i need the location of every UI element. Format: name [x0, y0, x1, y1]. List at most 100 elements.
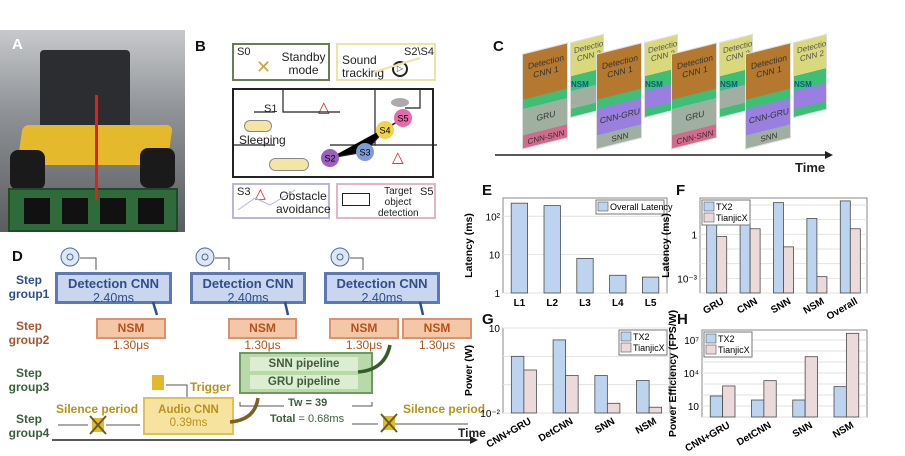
detection-cnn-box: Detection CNN 2.40ms: [324, 272, 440, 305]
y-axis-label: Power (W): [463, 345, 475, 396]
speaker-icon: [152, 375, 164, 390]
state-label: S5: [420, 186, 434, 198]
y-tick-label: 10: [489, 324, 501, 335]
block-name: Audio CNN: [158, 404, 219, 416]
state-label: S0: [237, 46, 251, 58]
total-label: Total: [270, 413, 296, 425]
detection-to-nsm-arrows: [151, 301, 425, 316]
nsm-box: NSM 1.30μs: [96, 318, 166, 352]
x-tick-label: CNN+GRU: [684, 420, 733, 454]
block-name: NSM: [117, 321, 145, 335]
block-time: 1.30μs: [345, 338, 383, 352]
bar-tx2: [510, 355, 525, 414]
sound-icon: ▷: [392, 61, 408, 77]
block-name: NSM: [350, 321, 378, 335]
y-tick-label: 10⁷: [684, 336, 699, 347]
nsm-label: NSM: [794, 80, 812, 89]
x-tick-label: L5: [645, 298, 657, 309]
y-tick-label: 1: [494, 289, 500, 300]
tw-label: Tw = 39: [288, 397, 328, 409]
state-text: Sound tracking: [342, 53, 385, 80]
muted-speaker-icon: ✕: [256, 57, 272, 77]
time-label-d: Time: [458, 426, 486, 440]
obstacle-icon: △: [318, 99, 330, 116]
state-node: [321, 149, 339, 167]
total-latency: Total = 0.68ms: [270, 413, 344, 425]
y-tick-label: 10⁻²: [480, 409, 500, 420]
panel-label-c: C: [493, 38, 504, 55]
bar-tianjicx: [816, 276, 828, 294]
bar-tianjicx: [849, 228, 861, 294]
muted-speaker-icons: [89, 413, 398, 435]
block-time: 2.40ms: [361, 291, 403, 305]
legend-swatch: [620, 331, 632, 342]
x-tick-label: L3: [579, 298, 591, 309]
target-detection-box: Target object detection S5: [336, 183, 436, 219]
obstacle-icon: △: [392, 149, 404, 166]
bar-tx2: [806, 218, 818, 294]
legend-label: TX2: [718, 334, 735, 344]
y-tick-label: 10⁻³: [677, 274, 697, 285]
audio-cnn-box: Audio CNN 0.39ms: [143, 397, 234, 435]
sleeping-label: Sleeping: [239, 133, 286, 147]
detection-cnn-box: Detection CNN 2.40ms: [55, 272, 172, 305]
panel-label-h: H: [677, 311, 688, 328]
legend-label: TianjicX: [718, 345, 750, 355]
nsm-box: NSM 1.30μs: [402, 318, 472, 352]
red-indicator-line: [95, 95, 98, 200]
bar-tianjicx: [722, 385, 736, 418]
x-tick-label: SNN: [769, 296, 793, 316]
x-tick-label: Overall: [825, 296, 860, 323]
bar-tx2: [751, 399, 765, 418]
panel-label-f: F: [676, 182, 686, 199]
state-text: Target object detection: [378, 186, 419, 219]
step-group-1: Step group1: [8, 273, 50, 301]
camera-feed-lines: [80, 257, 364, 270]
state-label: S3: [237, 186, 251, 198]
x-tick-label: L4: [612, 298, 624, 309]
nsm-label: NSM: [571, 80, 589, 89]
block-name: Detection CNN: [336, 276, 428, 291]
bar-tx2: [739, 218, 751, 294]
pipeline-box: SNN pipeline GRU pipeline: [239, 352, 373, 394]
bar-tx2: [594, 375, 608, 414]
y-axis-label: Latency (ms): [463, 213, 475, 278]
obstacle-icon: △: [255, 185, 266, 201]
chip-board: [8, 188, 178, 232]
nsm-label: NSM: [645, 80, 663, 89]
y-tick-label: 10: [688, 402, 700, 413]
charts: 1 10 10² Latency (ms) L1 L2 L3 L4 L5 Overall Late…: [463, 197, 868, 454]
block-time: 1.30μs: [244, 338, 281, 352]
y-tick-label: 10: [489, 251, 501, 262]
nsm-label: NSM: [720, 80, 738, 89]
state-node-label: S4: [379, 126, 390, 136]
bar-tianjicx: [845, 332, 860, 418]
state-node: [394, 109, 412, 127]
y-tick-label: 1: [691, 230, 697, 241]
block-name: NSM: [423, 321, 451, 335]
step-group-3: Step group3: [8, 366, 50, 394]
x-tick-label: L1: [514, 298, 526, 309]
legend-label: Overall Latency: [610, 202, 673, 212]
state-node: [376, 121, 394, 139]
y-axis-label: Power Efficiency (FPS/W): [667, 310, 679, 437]
chip: [100, 198, 126, 224]
bar-overall-latency: [576, 257, 594, 294]
trigger-label: Trigger: [190, 380, 231, 394]
snn-pipeline: SNN pipeline: [250, 357, 358, 371]
bar-tianjicx: [648, 406, 663, 414]
gru-pipeline: GRU pipeline: [250, 375, 358, 389]
legend-swatch: [703, 201, 715, 212]
block-time: 1.30μs: [112, 338, 150, 352]
bar-tianjicx: [606, 402, 621, 414]
bar-tianjicx: [716, 236, 728, 294]
x-tick-label: DetCNN: [735, 420, 773, 448]
chart-h: 10 10⁴ 10⁷ Power Efficiency (FPS/W) CNN+GRU D…: [667, 310, 868, 454]
nsm-box: NSM 1.30μs: [329, 318, 399, 352]
robot-wheel-left: [10, 150, 45, 190]
state-node-label: S5: [397, 114, 408, 124]
pipeline-to-nsm-arrow: [357, 344, 392, 374]
state-node: [356, 143, 374, 161]
bar-tianjicx: [804, 356, 818, 418]
